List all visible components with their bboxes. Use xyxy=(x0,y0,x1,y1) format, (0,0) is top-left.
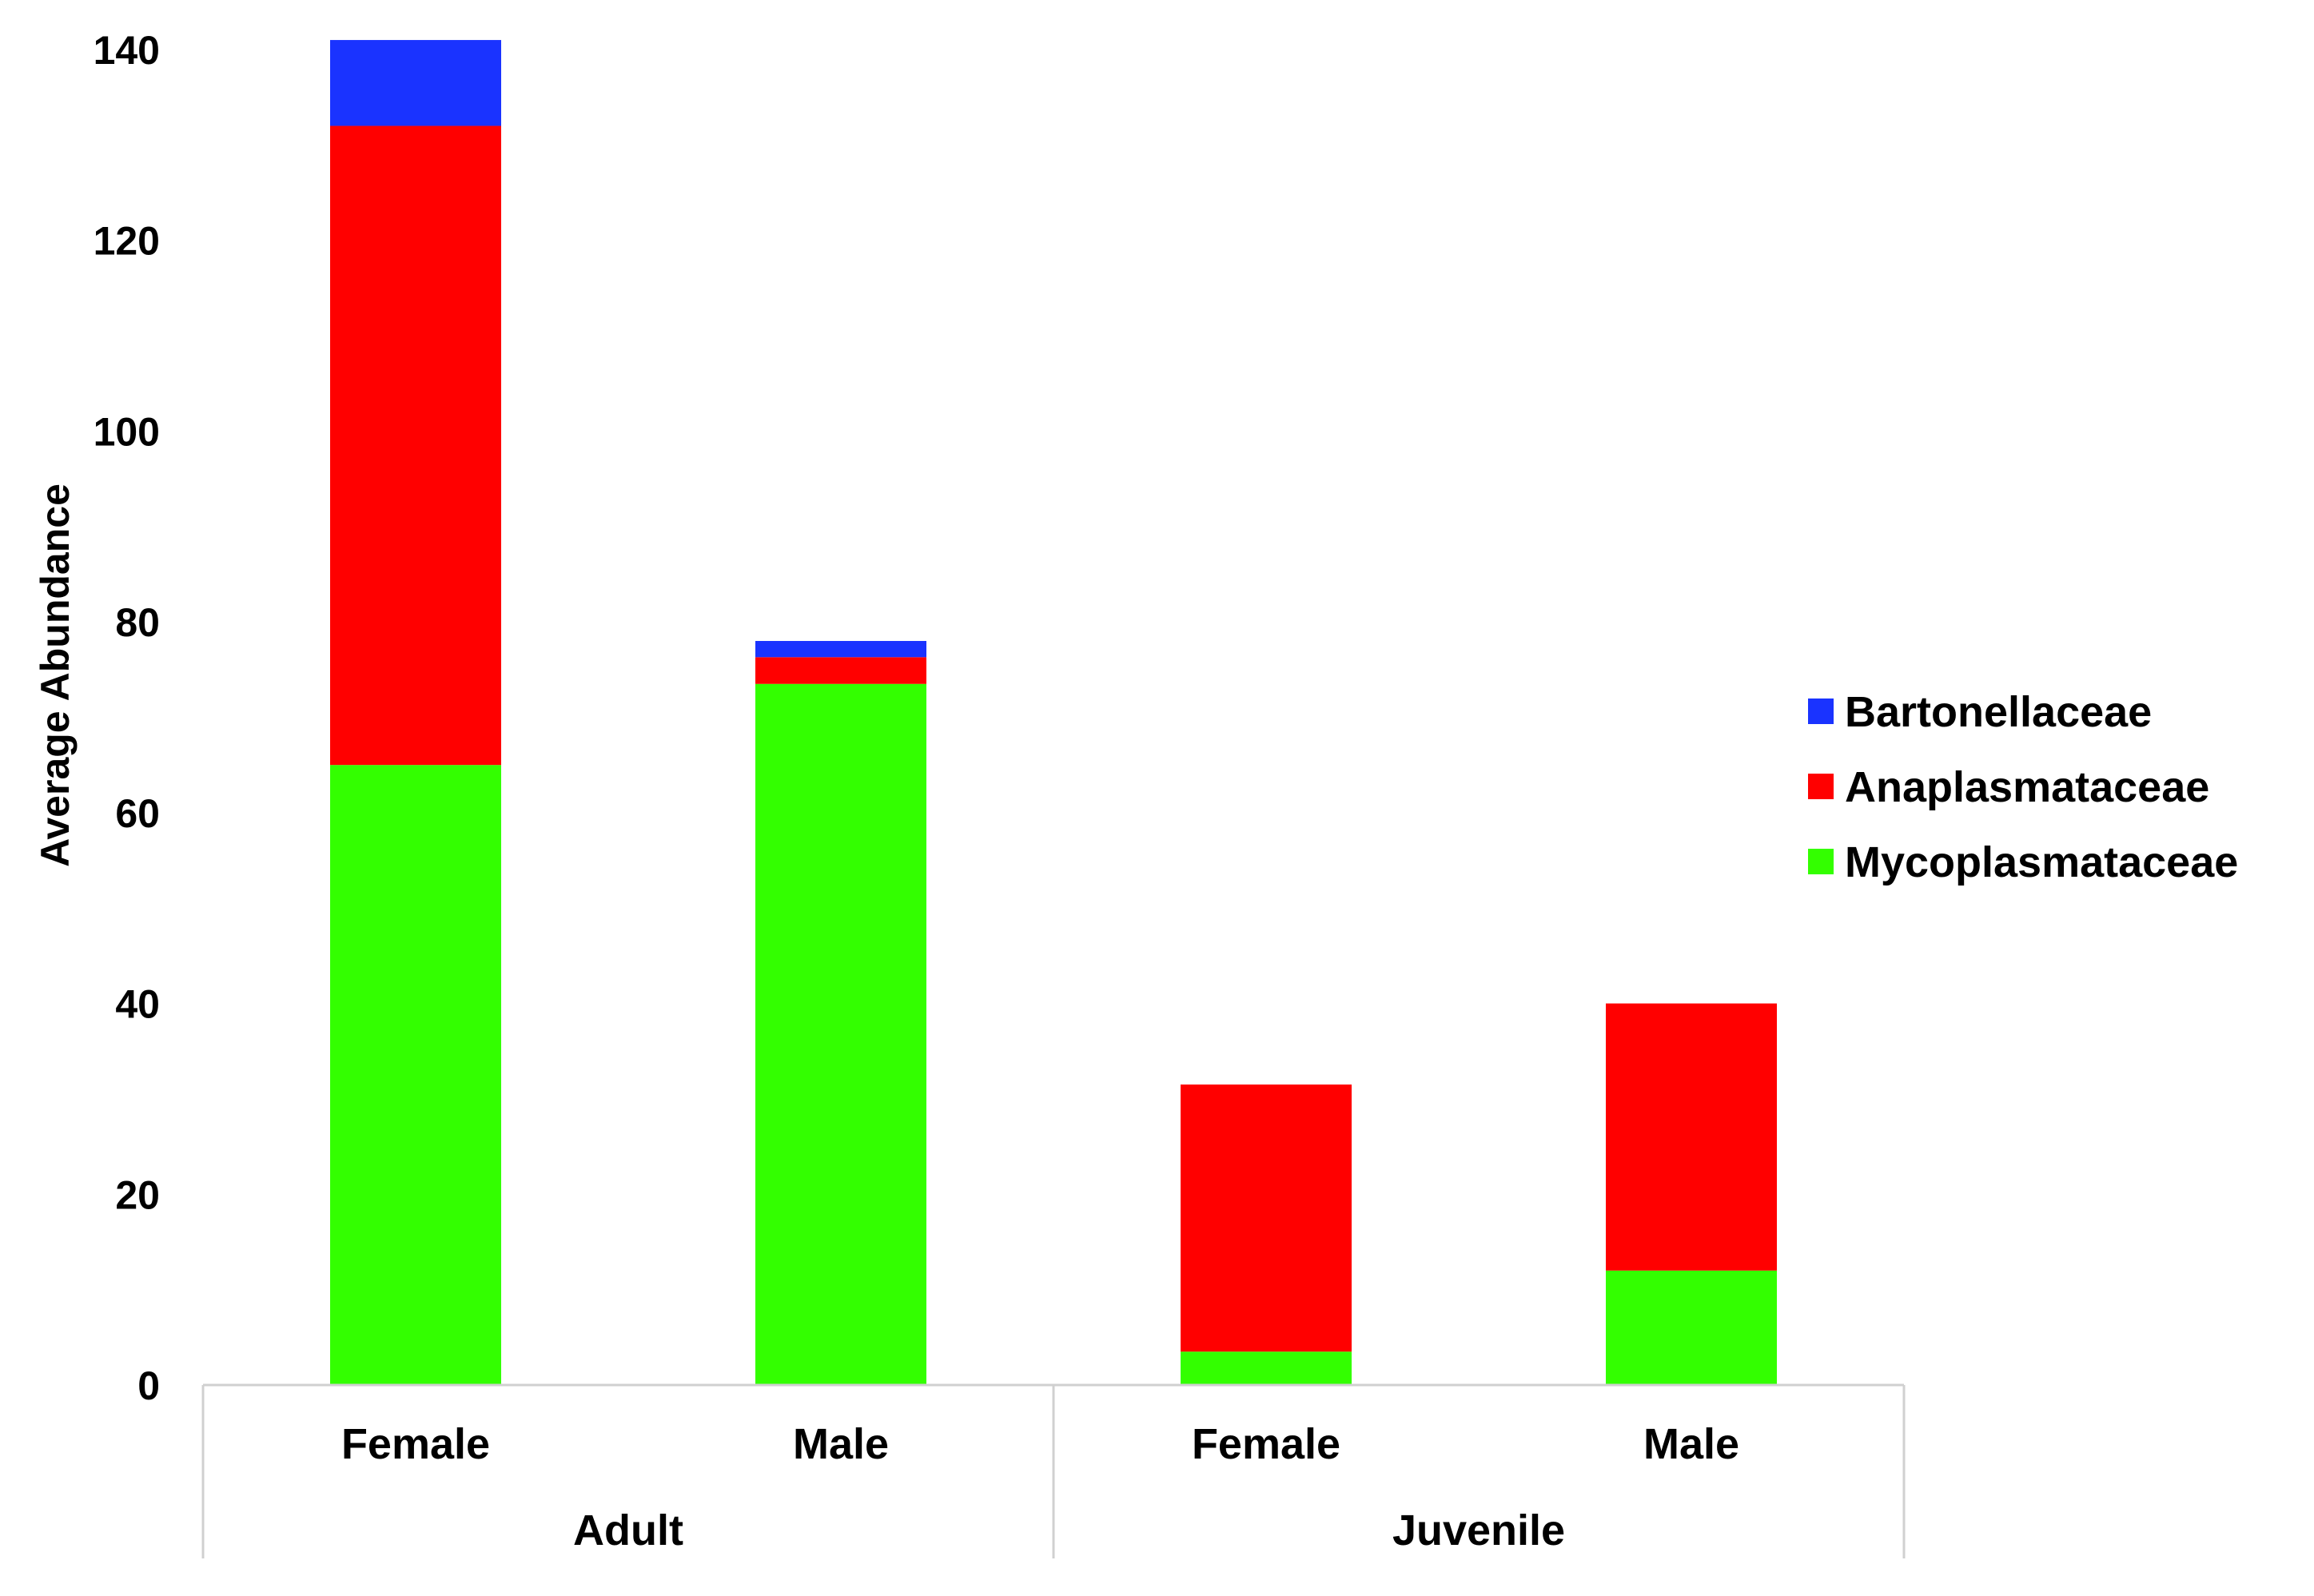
y-tick-label: 0 xyxy=(137,1363,160,1408)
x-category-label: Female xyxy=(1192,1420,1340,1468)
x-group-label: Juvenile xyxy=(1392,1506,1565,1554)
bar-segment-mycoplasmataceae xyxy=(330,765,501,1385)
bar-segment-anaplasmataceae xyxy=(330,125,501,766)
legend-label: Bartonellaceae xyxy=(1845,688,2152,736)
y-tick-label: 20 xyxy=(115,1172,160,1217)
y-axis-ticks: 0 20 40 60 80 100 120 140 xyxy=(94,28,160,1408)
x-axis: Female Male Female Male Adult Juvenile xyxy=(201,1383,1906,1558)
bar-segment-mycoplasmataceae xyxy=(1606,1270,1777,1385)
bar-segment-mycoplasmataceae xyxy=(755,683,926,1385)
x-category-label: Male xyxy=(793,1420,889,1468)
bar-segment-bartonellaceae xyxy=(330,40,501,126)
bar-segment-anaplasmataceae xyxy=(1606,1003,1777,1271)
bar-segment-anaplasmataceae xyxy=(755,657,926,684)
x-category-label: Male xyxy=(1643,1420,1739,1468)
legend-swatch xyxy=(1808,698,1834,724)
legend-swatch xyxy=(1808,849,1834,874)
bar-segment-anaplasmataceae xyxy=(1181,1085,1352,1352)
bar-segment-mycoplasmataceae xyxy=(1181,1351,1352,1385)
y-tick-label: 100 xyxy=(94,409,160,454)
legend-label: Anaplasmataceae xyxy=(1845,763,2209,811)
x-group-label: Adult xyxy=(573,1506,683,1554)
bar-segment-bartonellaceae xyxy=(755,641,926,658)
y-tick-label: 40 xyxy=(115,982,160,1027)
legend-swatch xyxy=(1808,774,1834,799)
legend: Bartonellaceae Anaplasmataceae Mycoplasmat… xyxy=(1808,688,2238,886)
y-axis-title: Average Abundance xyxy=(33,484,78,867)
y-tick-label: 120 xyxy=(94,219,160,264)
legend-label: Mycoplasmataceae xyxy=(1845,838,2238,886)
x-category-label: Female xyxy=(341,1420,490,1468)
y-tick-label: 140 xyxy=(94,28,160,73)
y-tick-label: 60 xyxy=(115,791,160,836)
y-tick-label: 80 xyxy=(115,600,160,645)
bars xyxy=(330,40,1777,1385)
